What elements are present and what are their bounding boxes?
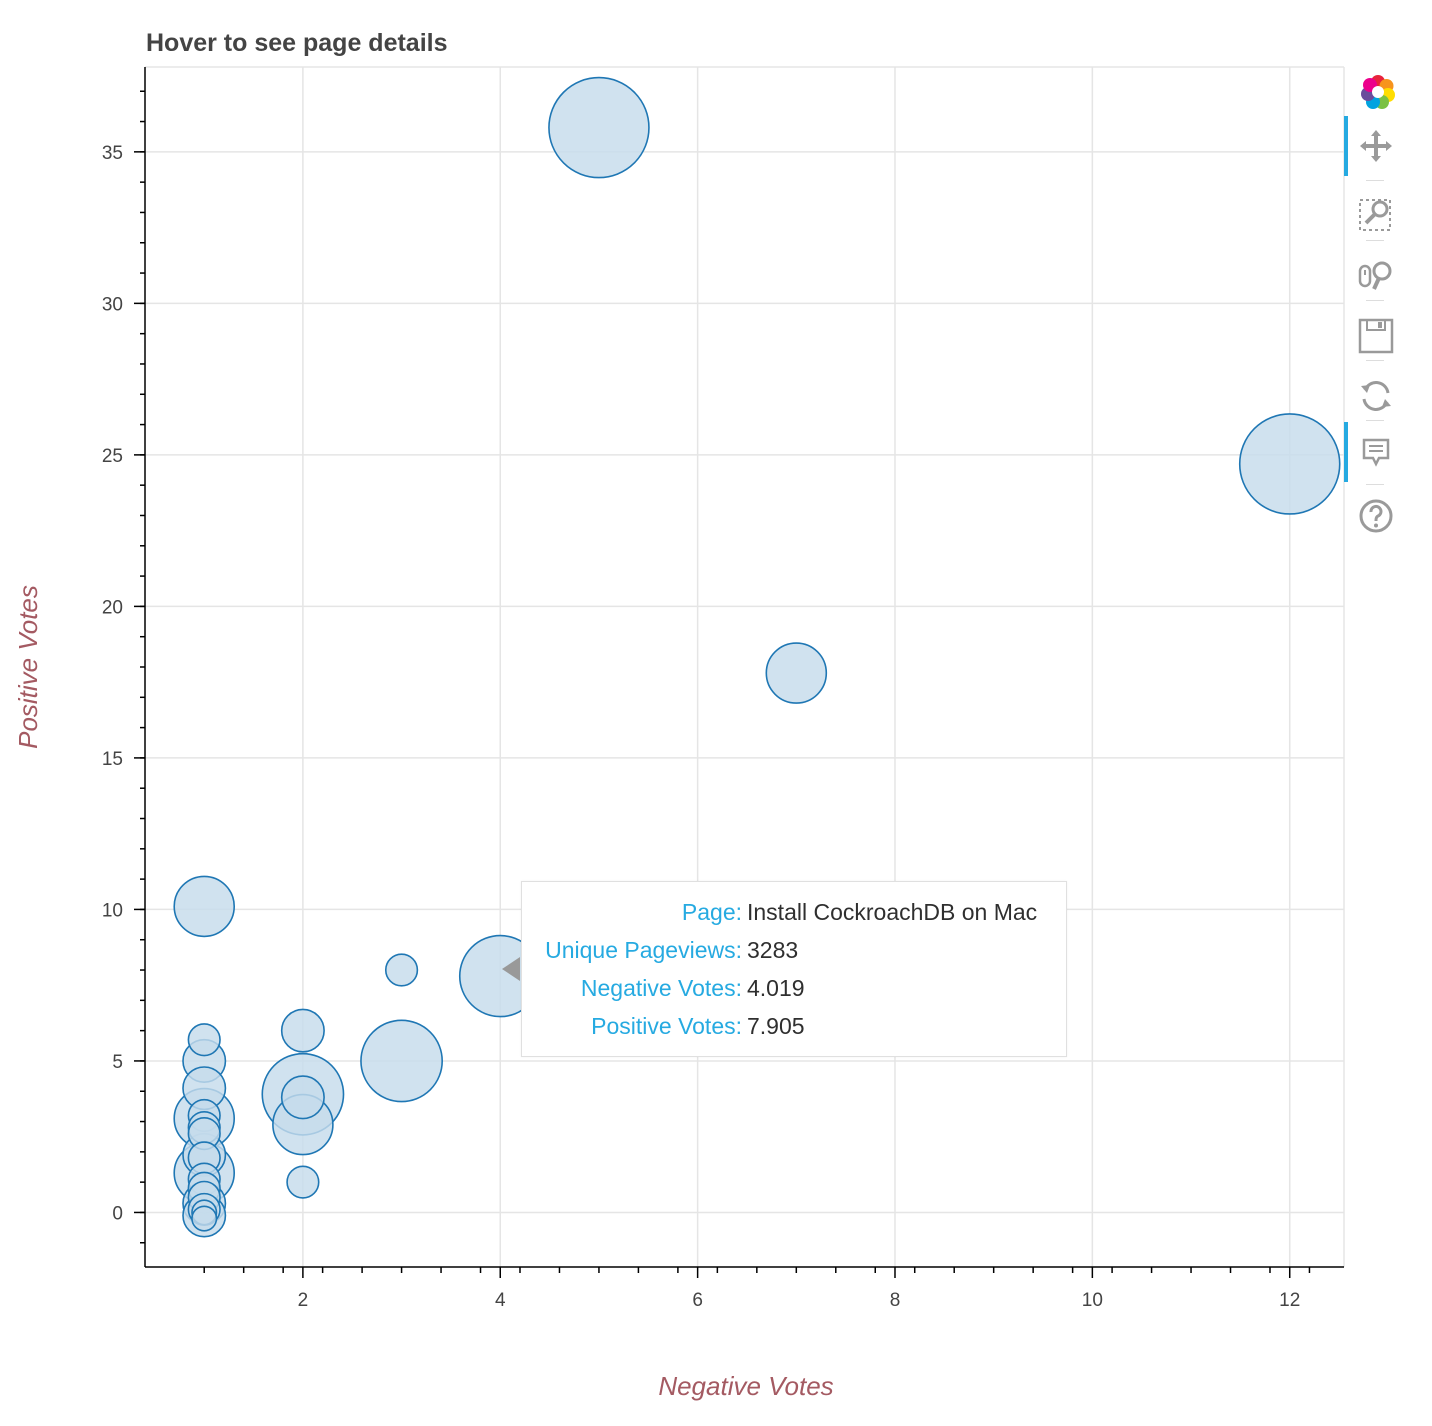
scatter-point[interactable] — [280, 1008, 325, 1053]
x-tick-label: 2 — [298, 1290, 309, 1311]
y-tick-label: 35 — [102, 143, 123, 164]
scatter-point[interactable] — [173, 875, 236, 938]
scatter-point[interactable] — [765, 642, 828, 704]
help-icon — [1359, 499, 1393, 533]
x-tick-label: 8 — [890, 1290, 901, 1311]
tooltip-value: 3283 — [747, 937, 799, 963]
y-axis-ticks: 0 5 10 15 20 25 30 35 — [102, 90, 145, 1244]
scatter-point[interactable] — [191, 1205, 218, 1232]
scatter-points[interactable] — [173, 76, 1341, 1238]
tooltip-row-page: Page: Install CockroachDB on Mac — [522, 894, 1068, 930]
x-tick-label: 10 — [1082, 1290, 1103, 1311]
tooltip-value: Install CockroachDB on Mac — [747, 899, 1038, 925]
chart-title: Hover to see page details — [146, 29, 448, 57]
box-zoom-tool[interactable] — [1344, 184, 1404, 244]
chart-toolbar — [1344, 60, 1404, 540]
y-tick-label: 0 — [112, 1203, 123, 1224]
grid-lines — [145, 66, 1345, 1267]
bokeh-logo[interactable] — [1344, 60, 1404, 120]
x-axis-ticks: 2 4 6 8 10 12 — [203, 1267, 1311, 1311]
scatter-point[interactable] — [187, 1023, 221, 1057]
y-tick-label: 30 — [102, 294, 123, 315]
reset-tool[interactable] — [1344, 366, 1404, 426]
active-indicator — [1344, 422, 1348, 482]
x-axis-title: Negative Votes — [658, 1371, 833, 1401]
x-tick-label: 6 — [692, 1290, 703, 1311]
reset-icon — [1361, 381, 1391, 411]
scatter-point[interactable] — [384, 953, 419, 987]
scatter-point[interactable] — [548, 76, 650, 179]
wheel-zoom-tool[interactable] — [1344, 246, 1404, 306]
active-indicator — [1344, 116, 1348, 176]
bokeh-logo-icon — [1361, 75, 1395, 109]
box-zoom-icon — [1359, 199, 1391, 231]
y-tick-label: 25 — [102, 446, 123, 467]
save-icon — [1358, 318, 1394, 354]
tooltip-row-negative: Negative Votes: 4.019 — [522, 970, 1068, 1006]
help-tool[interactable] — [1344, 486, 1404, 546]
tooltip-key: Positive Votes: — [591, 1013, 742, 1039]
pan-tool[interactable] — [1344, 116, 1404, 176]
y-tick-label: 5 — [112, 1052, 123, 1073]
pan-icon — [1360, 130, 1392, 162]
tooltip-key: Negative Votes: — [580, 975, 742, 1001]
tooltip-key: Unique Pageviews: — [545, 937, 742, 963]
y-axis-title: Positive Votes — [13, 585, 43, 749]
tooltip-arrow — [502, 957, 520, 981]
y-tick-label: 20 — [102, 597, 123, 618]
hover-tool[interactable] — [1344, 422, 1404, 482]
hover-icon — [1362, 438, 1390, 467]
scatter-point[interactable] — [286, 1165, 320, 1199]
scatter-point[interactable] — [1238, 413, 1341, 515]
y-tick-label: 15 — [102, 749, 123, 770]
tooltip-value: 7.905 — [747, 1013, 805, 1039]
save-tool[interactable] — [1344, 306, 1404, 366]
wheel-zoom-icon — [1358, 261, 1392, 290]
tooltip-value: 4.019 — [747, 975, 805, 1001]
hover-tooltip: Page: Install CockroachDB on Mac Unique … — [502, 881, 1068, 1057]
x-tick-label: 12 — [1279, 1290, 1300, 1311]
y-tick-label: 10 — [102, 900, 123, 921]
scatter-point[interactable] — [360, 1019, 443, 1103]
scatter-point[interactable] — [280, 1075, 325, 1120]
tooltip-row-pageviews: Unique Pageviews: 3283 — [522, 932, 1068, 968]
tooltip-row-positive: Positive Votes: 7.905 — [522, 1008, 1068, 1044]
tooltip-key: Page: — [681, 899, 742, 925]
x-tick-label: 4 — [495, 1290, 506, 1311]
